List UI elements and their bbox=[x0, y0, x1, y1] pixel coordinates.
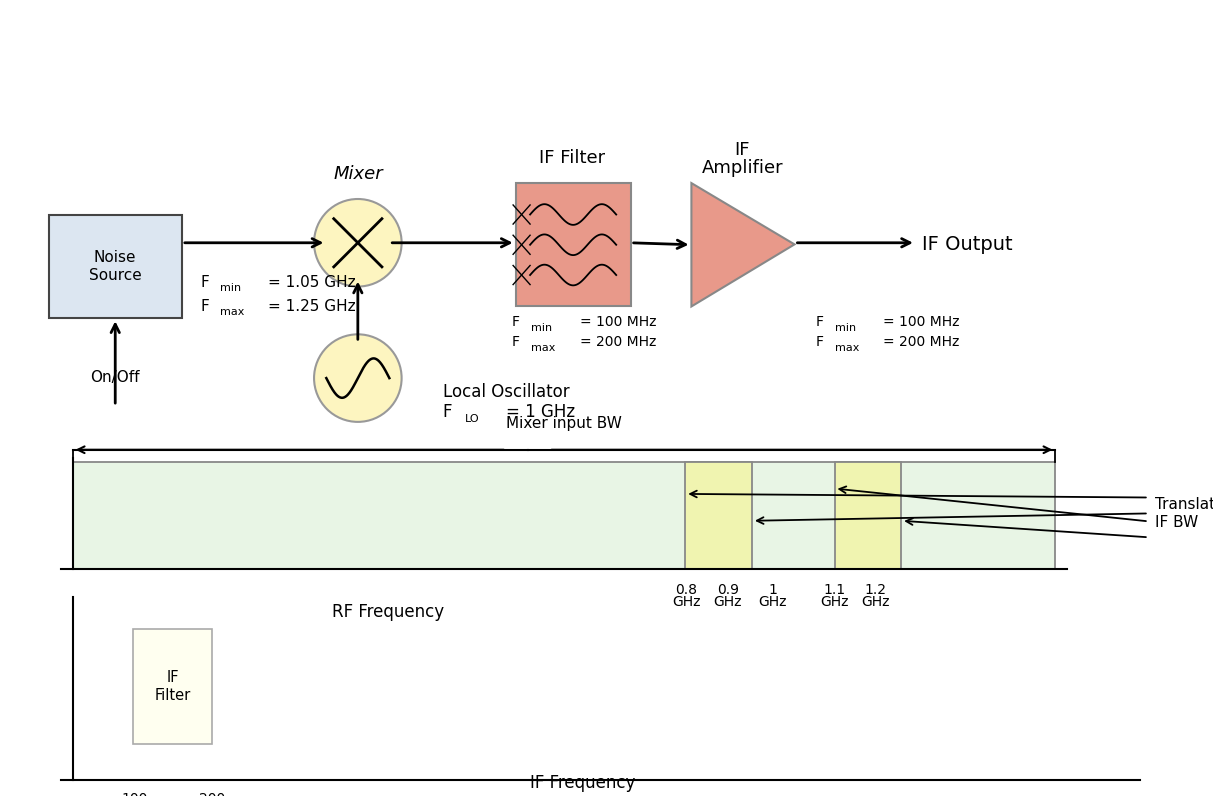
Text: = 200 MHz: = 200 MHz bbox=[883, 335, 959, 349]
Text: LO: LO bbox=[465, 414, 479, 423]
Text: 200: 200 bbox=[199, 792, 226, 796]
Text: On/Off: On/Off bbox=[91, 370, 139, 385]
Text: GHz: GHz bbox=[820, 595, 849, 610]
Bar bbox=[835, 462, 901, 569]
Bar bbox=[133, 629, 212, 744]
Bar bbox=[516, 183, 631, 306]
Text: max: max bbox=[835, 343, 859, 353]
Text: Noise
Source: Noise Source bbox=[89, 251, 142, 283]
Text: RF Frequency: RF Frequency bbox=[332, 603, 444, 621]
Text: = 200 MHz: = 200 MHz bbox=[580, 335, 656, 349]
Bar bbox=[685, 462, 752, 569]
Ellipse shape bbox=[314, 334, 402, 422]
Text: 1: 1 bbox=[768, 583, 778, 598]
Text: F: F bbox=[512, 315, 520, 330]
Text: F: F bbox=[815, 335, 824, 349]
Text: = 1 GHz: = 1 GHz bbox=[506, 404, 575, 421]
Text: max: max bbox=[531, 343, 556, 353]
Text: 100: 100 bbox=[121, 792, 148, 796]
Text: = 100 MHz: = 100 MHz bbox=[883, 315, 959, 330]
Text: min: min bbox=[835, 323, 855, 333]
Text: F: F bbox=[815, 315, 824, 330]
Text: 0.8: 0.8 bbox=[676, 583, 697, 598]
Text: F: F bbox=[200, 299, 209, 314]
Text: max: max bbox=[220, 307, 244, 317]
Text: Amplifier: Amplifier bbox=[701, 158, 784, 177]
Text: Translated
IF BW: Translated IF BW bbox=[1155, 498, 1213, 529]
Text: = 1.05 GHz: = 1.05 GHz bbox=[268, 275, 355, 290]
Text: F: F bbox=[512, 335, 520, 349]
Text: GHz: GHz bbox=[672, 595, 701, 610]
Text: IF: IF bbox=[735, 141, 750, 159]
Text: F: F bbox=[443, 404, 452, 421]
Polygon shape bbox=[691, 183, 795, 306]
FancyBboxPatch shape bbox=[49, 215, 182, 318]
Ellipse shape bbox=[314, 199, 402, 287]
Text: Mixer: Mixer bbox=[334, 165, 382, 183]
Text: GHz: GHz bbox=[758, 595, 787, 610]
Text: 1.2: 1.2 bbox=[865, 583, 887, 598]
Text: GHz: GHz bbox=[861, 595, 890, 610]
Text: Local Oscillator: Local Oscillator bbox=[443, 383, 569, 400]
Text: GHz: GHz bbox=[713, 595, 742, 610]
Text: 1.1: 1.1 bbox=[824, 583, 845, 598]
Text: IF Frequency: IF Frequency bbox=[530, 774, 634, 792]
Text: IF Filter: IF Filter bbox=[540, 149, 605, 167]
Text: Mixer input BW: Mixer input BW bbox=[506, 416, 622, 431]
Text: IF
Filter: IF Filter bbox=[155, 670, 190, 703]
Text: = 1.25 GHz: = 1.25 GHz bbox=[268, 299, 355, 314]
Text: 0.9: 0.9 bbox=[717, 583, 739, 598]
Text: = 100 MHz: = 100 MHz bbox=[580, 315, 656, 330]
Text: IF Output: IF Output bbox=[922, 235, 1013, 254]
Text: min: min bbox=[531, 323, 552, 333]
Text: F: F bbox=[200, 275, 209, 290]
Text: min: min bbox=[220, 283, 240, 293]
Bar bbox=[73, 462, 1055, 569]
